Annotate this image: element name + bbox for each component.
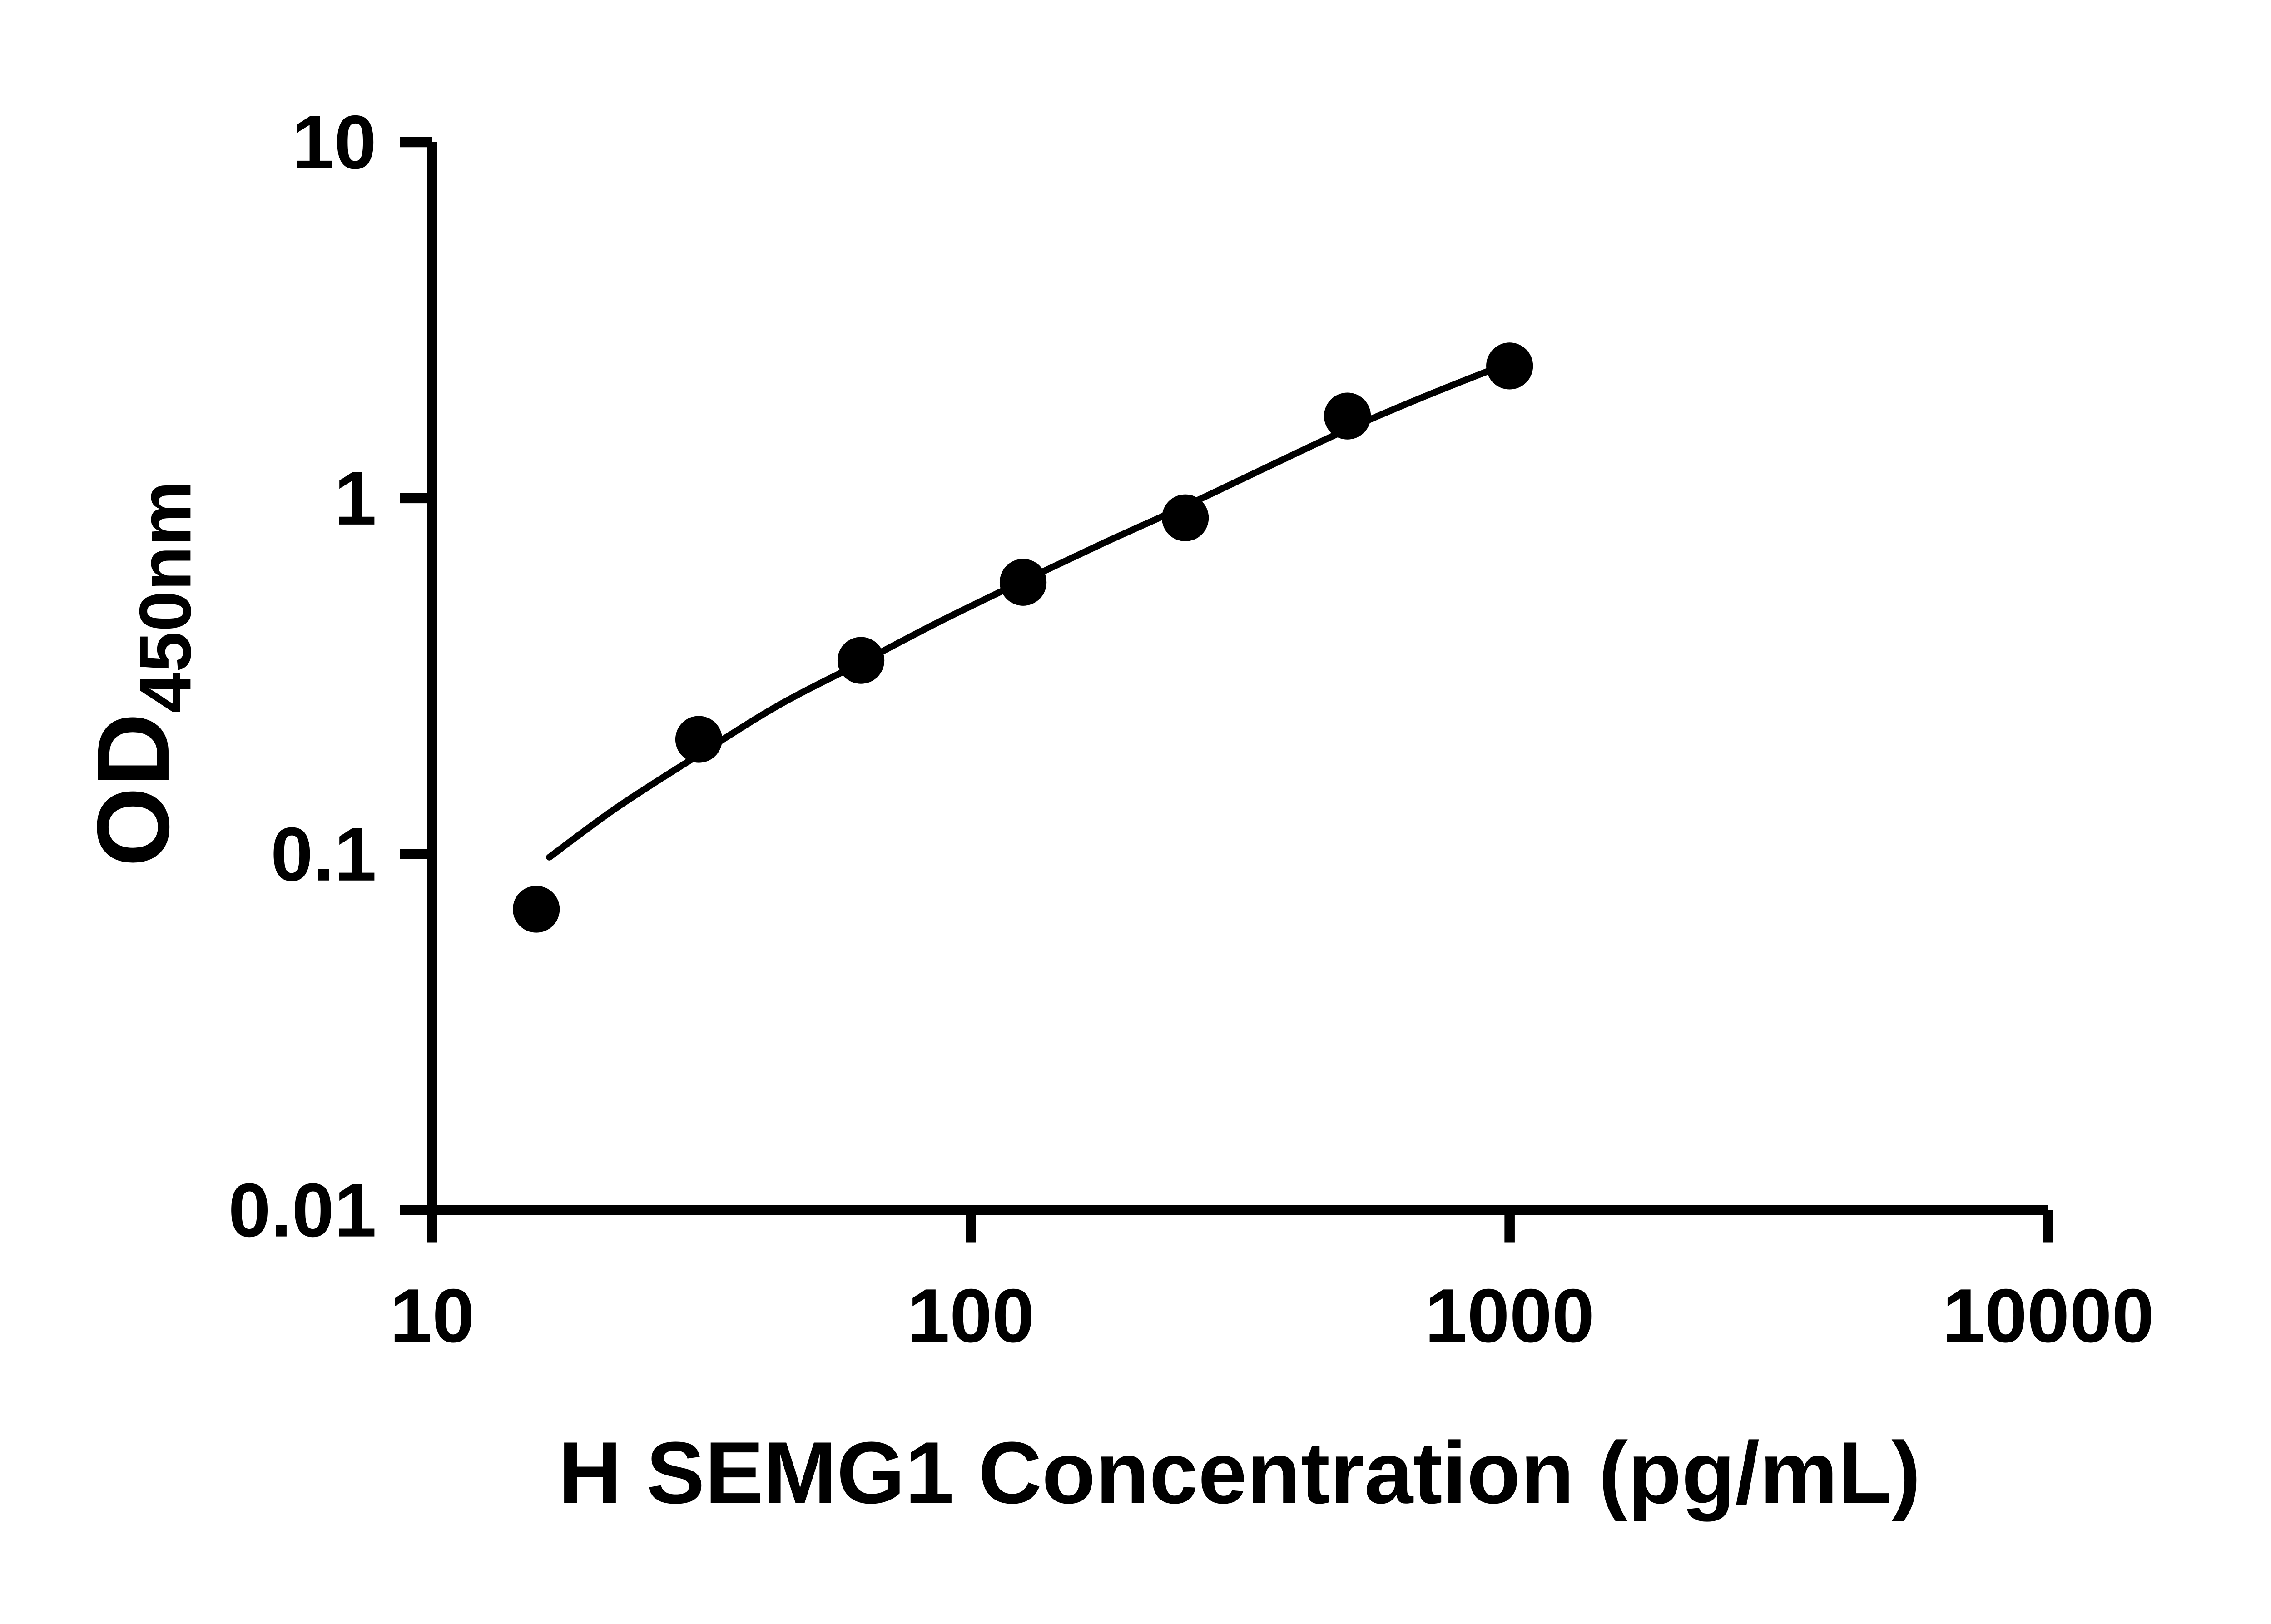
data-point xyxy=(675,716,723,763)
elisa-standard-curve-figure: 10 1 0.1 0.01 10 100 1000 10000 H SEMG1 Concent… xyxy=(75,99,2154,1522)
y-tick-label: 0.01 xyxy=(228,1168,377,1253)
y-tick-label: 1 xyxy=(334,456,377,541)
fit-curve-group xyxy=(546,359,1513,861)
x-tick-label: 100 xyxy=(907,1273,1035,1358)
x-tick-label: 10 xyxy=(390,1273,475,1358)
data-point xyxy=(1324,392,1371,440)
data-points-group xyxy=(513,342,1533,933)
y-tick-label: 10 xyxy=(292,99,377,185)
y-tick-label: 0.1 xyxy=(271,812,377,897)
y-axis-title: OD450nm xyxy=(76,481,206,867)
data-point xyxy=(1162,494,1209,541)
data-point xyxy=(513,886,560,933)
x-axis-title: H SEMG1 Concentration (pg/mL) xyxy=(558,1424,1921,1522)
data-point xyxy=(999,559,1047,606)
axis-spine xyxy=(427,142,2048,1215)
y-axis-title-sub: 450nm xyxy=(124,481,206,713)
x-tick-label: 1000 xyxy=(1425,1273,1594,1358)
fit-curve-line xyxy=(546,359,1513,861)
axes-group xyxy=(427,142,2048,1215)
data-point xyxy=(1486,342,1533,390)
y-axis-title-main: OD xyxy=(76,713,190,867)
data-point xyxy=(837,637,885,684)
ticks-group xyxy=(400,137,2053,1243)
x-tick-label: 10000 xyxy=(1942,1273,2154,1358)
